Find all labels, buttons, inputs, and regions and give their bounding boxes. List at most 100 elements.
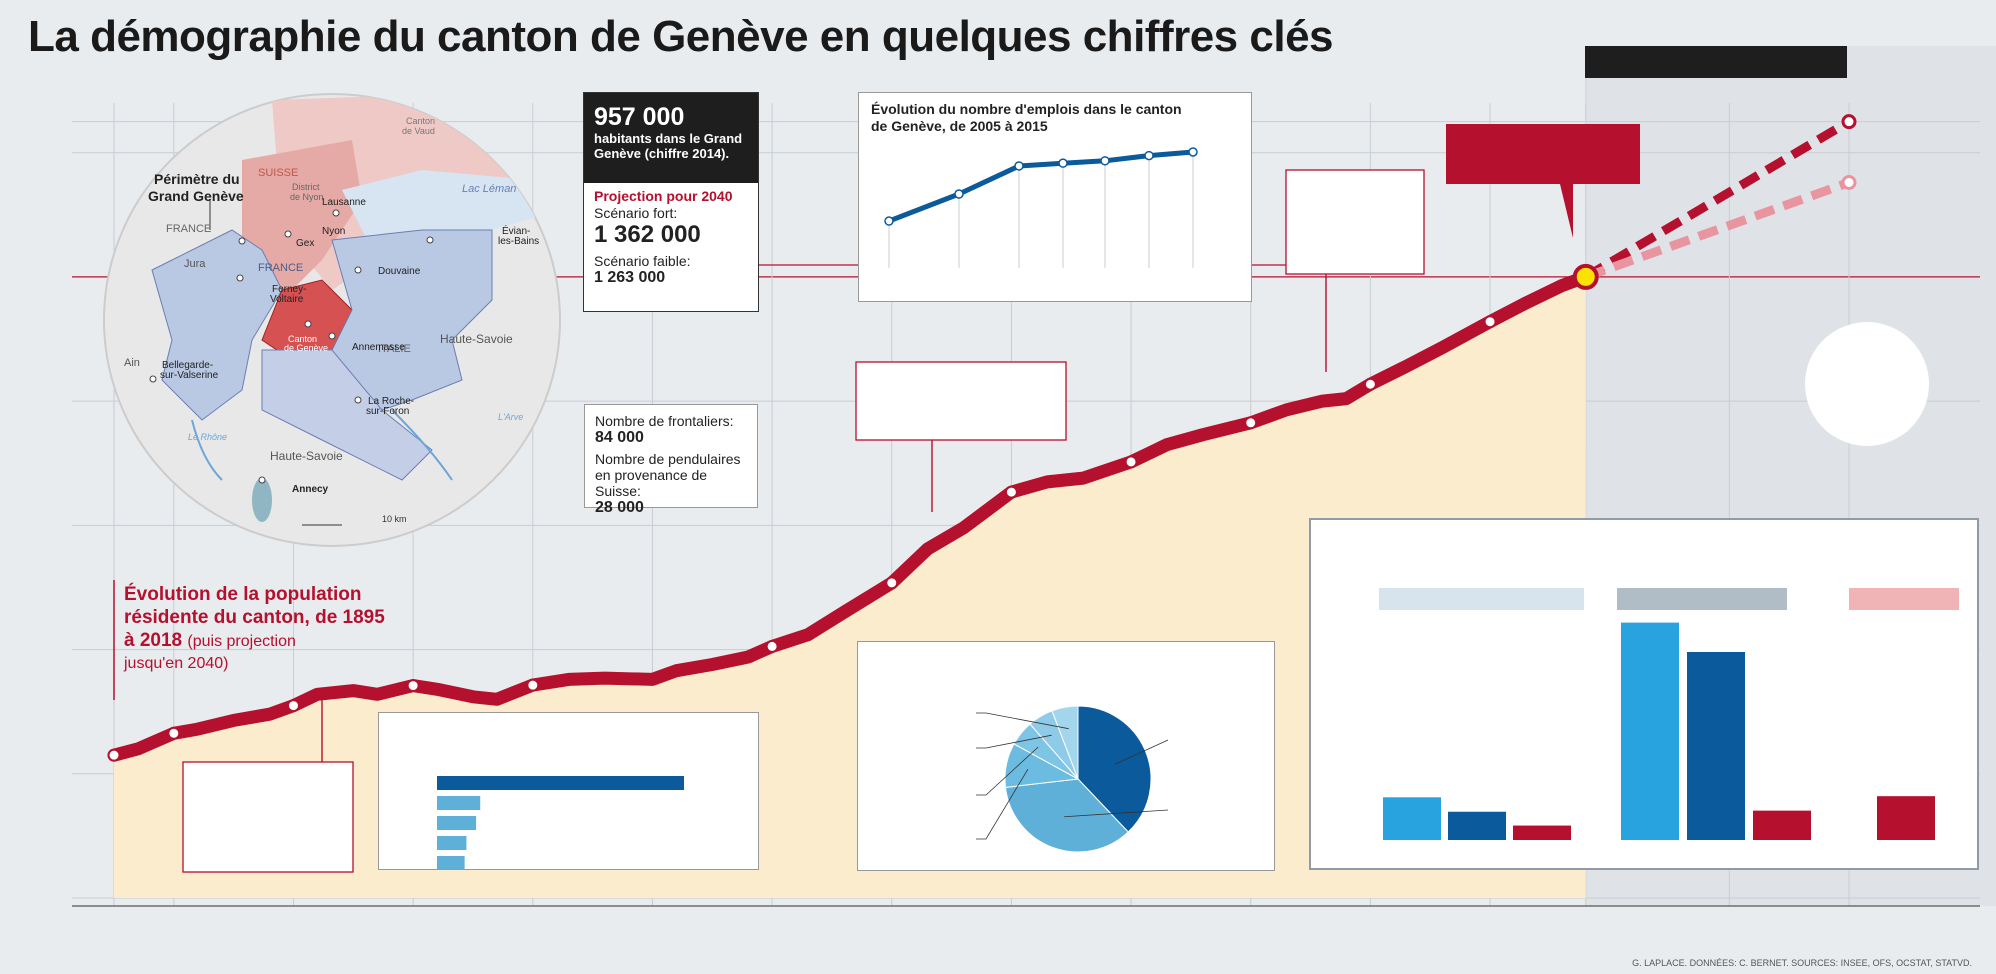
map-label-jura: Jura — [184, 258, 206, 270]
frontaliers-label: Nombre de frontaliers: — [595, 413, 734, 429]
arve-river — [391, 409, 453, 481]
lausanne-dot — [332, 209, 340, 217]
map-label-vaud-2: de Vaud — [402, 126, 435, 136]
highlight-point — [1572, 263, 1599, 290]
projection-header-box — [1585, 46, 1847, 78]
jobs-box: Évolution du nombre d'emplois dans le ca… — [858, 92, 1252, 302]
commune-bar — [437, 856, 465, 869]
jobs-point — [1188, 147, 1198, 157]
map-label-cge-1: Canton — [288, 334, 317, 344]
map-label-laroche-1: La Roche- — [368, 396, 414, 407]
population-title-2: résidente du canton, de 1895 — [124, 607, 385, 628]
map-label-nyon-district-2: de Nyon — [290, 192, 324, 202]
projection-title: Projection pour 2040 — [594, 188, 733, 204]
annemasse-dot — [328, 332, 336, 340]
map-label-italie: ITALIE — [378, 343, 411, 355]
growth-box — [1309, 518, 1979, 870]
pie-leader — [1115, 739, 1169, 765]
jobs-point — [954, 189, 964, 199]
map-label-lausanne: Lausanne — [322, 197, 366, 208]
pie-slice — [1004, 778, 1129, 853]
annecy-dot — [258, 476, 266, 484]
map-label-gex: Gex — [296, 238, 314, 249]
commune-bar — [437, 836, 467, 850]
grand-geneve-box: 957 000 habitants dans le Grand Genève (… — [583, 92, 759, 312]
jobs-point — [1014, 161, 1024, 171]
pie-slice — [1051, 705, 1079, 780]
data-point — [286, 699, 300, 713]
map-title-line2: Grand Genève — [148, 188, 244, 204]
projection-low-point — [1841, 175, 1857, 190]
jobs-point — [1144, 150, 1154, 161]
map-label-ferney-2: Voltaire — [270, 294, 304, 305]
commune-bar — [437, 816, 477, 830]
map-label-evian-1: Évian- — [502, 224, 530, 237]
growth-bar-chart — [1379, 588, 1959, 840]
projection-high-point — [1841, 114, 1857, 130]
communes-chart — [437, 776, 684, 869]
map-label-scale: 10 km — [382, 514, 407, 524]
evian-dot — [426, 236, 434, 244]
commune-bar — [437, 796, 481, 810]
low-scenario-label: Scénario faible: — [594, 253, 691, 269]
data-point — [107, 748, 121, 762]
data-point — [167, 726, 181, 740]
map-label-france-inner: FRANCE — [258, 262, 303, 274]
data-point — [1124, 455, 1138, 469]
map-label-ferney-1: Ferney- — [272, 284, 306, 295]
inhabitants-value: 957 000 — [594, 103, 685, 131]
ain-region — [151, 229, 283, 421]
map-label-nyon: Nyon — [322, 226, 345, 237]
population-line — [107, 270, 1593, 762]
data-point — [1004, 485, 1018, 499]
frontaliers-box: Nombre de frontaliers: 84 000 Nombre de … — [584, 404, 758, 516]
annotation-box — [855, 361, 1067, 441]
foreign-share-bubble — [1805, 322, 1929, 446]
map-label-evian-2: les-Bains — [498, 236, 539, 247]
jobs-title-2: de Genève, de 2005 à 2015 — [871, 118, 1048, 134]
data-point — [885, 576, 899, 590]
jobs-point — [1100, 156, 1110, 166]
data-point — [765, 639, 779, 653]
laroche-dot — [354, 396, 362, 404]
grand-geneve-map: Périmètre du Grand Genève SUISSE FRANCE … — [103, 93, 561, 547]
map-label-annemasse: Annemasse — [352, 342, 405, 353]
jobs-line — [888, 149, 1194, 224]
high-scenario-value: 1 362 000 — [594, 221, 701, 248]
growth-bar — [1687, 651, 1745, 840]
data-point — [526, 678, 540, 692]
nyon-district — [242, 140, 362, 300]
jobs-chart — [884, 147, 1198, 268]
pendulaires-label-2: en provenance de Suisse: — [595, 467, 708, 499]
haute-savoie-south — [261, 349, 433, 481]
growth-bar — [1877, 796, 1935, 840]
population-title-3-bold: à 2018 — [124, 630, 187, 651]
page-title: La démographie du canton de Genève en qu… — [28, 12, 1334, 61]
inhabitants-text-2: Genève (chiffre 2014). — [594, 146, 730, 161]
pie-leader — [1064, 809, 1169, 818]
pie-leader — [976, 768, 1029, 840]
map-label-haute-savoie-2: Haute-Savoie — [270, 449, 343, 463]
bellegarde-dot — [149, 375, 157, 383]
annotation-box — [1285, 169, 1425, 275]
high-scenario-label: Scénario fort: — [594, 205, 678, 221]
map-label-france: FRANCE — [166, 223, 211, 235]
map-title-line1: Périmètre du — [154, 171, 240, 187]
data-point — [1363, 377, 1377, 391]
pie-slice — [1077, 705, 1152, 833]
geneve-dot — [304, 320, 312, 328]
grand-geneve-header: 957 000 habitants dans le Grand Genève (… — [584, 93, 758, 183]
population-title-1: Évolution de la population — [124, 583, 362, 605]
communes-box — [378, 712, 759, 870]
map-label-bellegarde-1: Bellegarde- — [162, 360, 213, 371]
pendulaires-label-1: Nombre de pendulaires — [595, 451, 741, 467]
rhone-river — [191, 419, 223, 481]
population-subtitle-2: jusqu'en 2040) — [123, 655, 228, 672]
map-label-annecy: Annecy — [292, 484, 329, 495]
douvaine-dot — [354, 266, 362, 274]
low-scenario-value: 1 263 000 — [594, 269, 666, 286]
map-label-bellegarde-2: sur-Valserine — [160, 370, 219, 381]
haute-savoie-north — [331, 229, 493, 411]
map-label-vaud-1: Canton — [406, 116, 435, 126]
